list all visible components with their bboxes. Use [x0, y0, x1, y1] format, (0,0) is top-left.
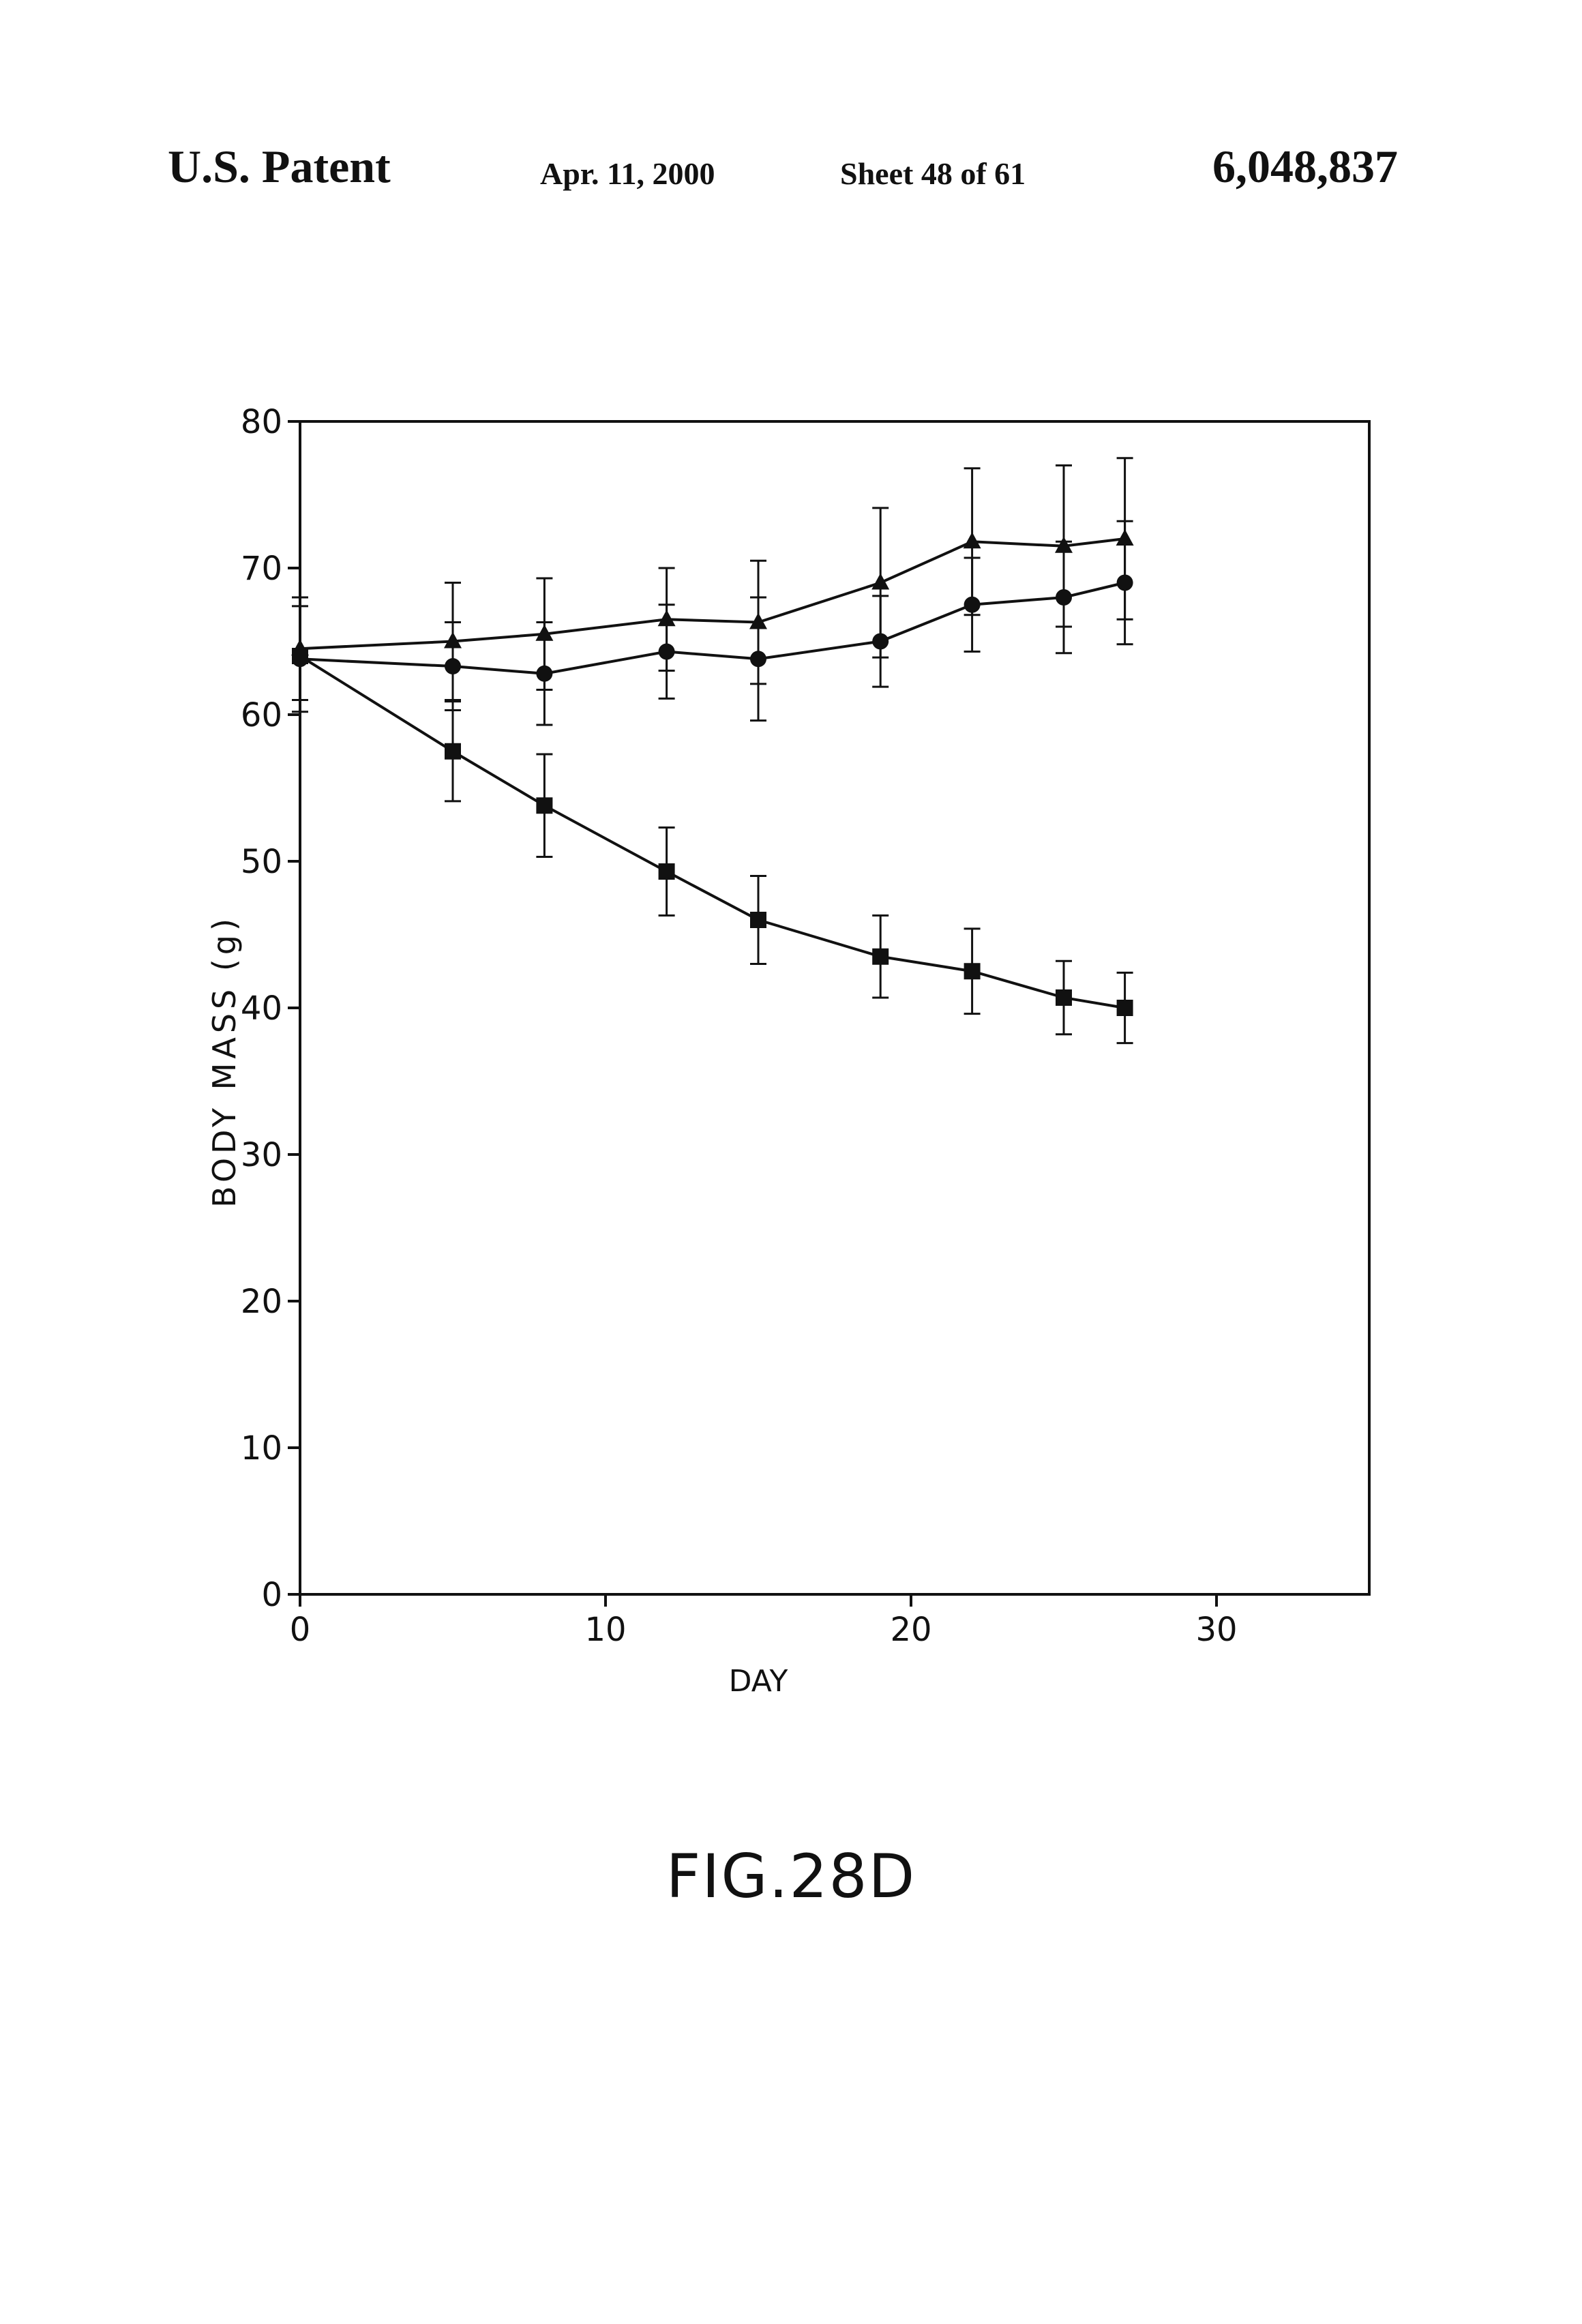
square-marker	[292, 648, 308, 664]
series-line-triangle	[300, 539, 1125, 649]
square-marker	[659, 863, 675, 880]
triangle-marker	[964, 532, 981, 548]
circle-marker	[659, 644, 675, 660]
circle-marker	[1117, 575, 1133, 591]
y-axis: 0 10 20 30 40 50 60 70 80	[241, 403, 300, 1614]
x-tick-label: 0	[290, 1611, 311, 1649]
y-tick-label: 70	[241, 550, 282, 588]
body-mass-chart: 0 10 20 30 40 50 60 70 80 0 10 20 30 DAY BODY MASS …	[0, 0, 1582, 1841]
x-axis-label: DAY	[729, 1664, 788, 1699]
x-tick-label: 20	[890, 1611, 931, 1649]
y-tick-label: 60	[241, 696, 282, 734]
square-marker	[445, 743, 461, 760]
circle-marker	[872, 634, 889, 650]
triangle-marker	[1116, 529, 1134, 546]
square-marker	[1117, 1000, 1133, 1016]
circle-marker	[750, 651, 766, 667]
y-tick-label: 10	[241, 1429, 282, 1468]
y-axis-label: BODY MASS (g)	[206, 914, 243, 1208]
y-tick-label: 30	[241, 1136, 282, 1174]
x-tick-label: 30	[1195, 1611, 1237, 1649]
square-marker	[1056, 989, 1072, 1006]
y-tick-label: 0	[261, 1576, 282, 1614]
figure-label: FIG.28D	[0, 1841, 1582, 1911]
circle-marker	[1056, 589, 1072, 606]
x-tick-label: 10	[584, 1611, 626, 1649]
series-line-circle	[300, 583, 1125, 674]
triangle-marker	[658, 610, 676, 626]
circle-marker	[536, 666, 552, 682]
series-line-square	[300, 656, 1125, 1008]
x-axis: 0 10 20 30	[290, 1594, 1238, 1649]
square-marker	[536, 797, 552, 814]
y-tick-label: 40	[241, 989, 282, 1028]
circle-marker	[445, 658, 461, 674]
y-tick-label: 80	[241, 403, 282, 441]
series-lines	[300, 539, 1125, 1008]
error-bars	[292, 458, 1133, 1043]
circle-marker	[964, 597, 981, 613]
square-marker	[964, 963, 981, 979]
square-marker	[872, 949, 889, 965]
square-marker	[750, 912, 766, 928]
y-tick-label: 20	[241, 1283, 282, 1321]
y-tick-label: 50	[241, 843, 282, 881]
